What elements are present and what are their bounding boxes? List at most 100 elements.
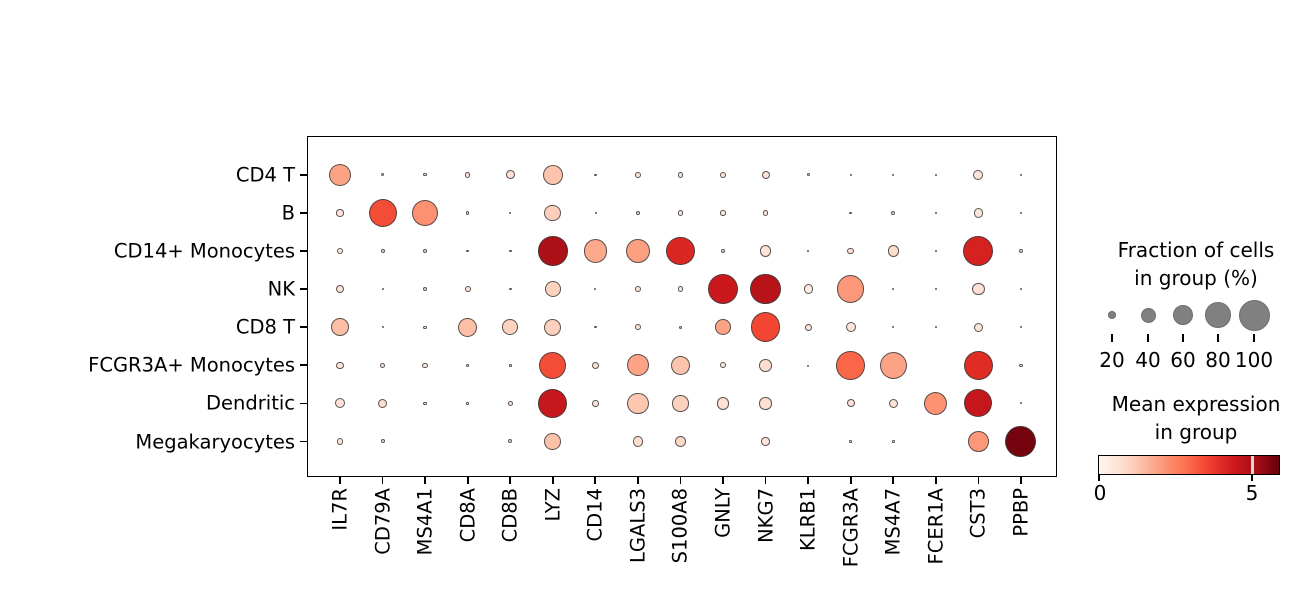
dot [672, 395, 689, 412]
dot [508, 249, 512, 253]
dot [845, 322, 856, 333]
dot [635, 210, 640, 215]
size-legend-dot [1108, 311, 1116, 319]
dot [423, 248, 428, 253]
size-legend-tick [1217, 334, 1219, 342]
x-axis-label: KLRB1 [796, 488, 820, 551]
dot [381, 288, 384, 291]
dot [331, 318, 349, 337]
dot [1019, 363, 1023, 367]
y-tick [300, 250, 307, 252]
x-axis-label: MS4A1 [413, 488, 437, 556]
dot [879, 351, 907, 379]
dot [377, 398, 388, 408]
dot [761, 437, 770, 446]
dot [849, 173, 852, 176]
x-tick [339, 477, 341, 484]
dot [538, 236, 568, 266]
size-legend-tick [1147, 334, 1149, 342]
dot [502, 319, 519, 336]
x-tick [637, 477, 639, 484]
x-axis-label: CST3 [966, 488, 990, 539]
x-axis-label: CD8A [456, 488, 480, 543]
dot [836, 350, 866, 380]
dot [466, 363, 470, 367]
y-tick [300, 364, 307, 367]
dot [807, 250, 810, 253]
x-tick [551, 477, 554, 484]
dot [675, 436, 686, 447]
dot [422, 286, 428, 292]
x-tick [934, 477, 937, 484]
size-legend-value: 60 [1170, 348, 1196, 372]
dot [1020, 326, 1023, 329]
dot [466, 402, 469, 405]
dot [1020, 212, 1023, 215]
dot [806, 173, 810, 177]
dot [963, 350, 994, 380]
dot [762, 210, 769, 216]
dot [505, 170, 515, 180]
dot [635, 286, 641, 292]
dot [887, 245, 899, 257]
dot [761, 170, 770, 179]
dot [635, 171, 641, 178]
dot [632, 436, 644, 447]
dot [508, 439, 513, 444]
dot [422, 362, 428, 369]
size-legend-title-line2: in group (%) [1134, 266, 1258, 290]
x-axis-label: PPBP [1009, 488, 1033, 537]
colorbar-tick-5 [1251, 475, 1253, 481]
colorbar-label-5: 5 [1245, 481, 1259, 505]
dot [592, 400, 599, 407]
dot [847, 247, 854, 255]
dot [891, 210, 896, 215]
x-axis-label: GNLY [711, 488, 735, 538]
color-legend-title-line2: in group [1154, 420, 1238, 444]
x-axis-label: CD14 [583, 488, 607, 542]
color-legend-title-line1: Mean expression [1111, 392, 1281, 416]
dot [715, 319, 731, 336]
dot [423, 325, 427, 329]
dot [634, 323, 642, 331]
x-tick [764, 477, 767, 484]
y-axis-label: CD4 T [235, 163, 295, 187]
dot [892, 440, 895, 443]
dot [412, 199, 439, 226]
x-tick [594, 477, 597, 484]
dot [538, 389, 568, 418]
dot [807, 364, 810, 367]
dot [1018, 248, 1024, 254]
dot [544, 433, 562, 450]
x-tick [892, 477, 895, 484]
dot [720, 362, 726, 369]
dot [594, 173, 597, 177]
dot [973, 322, 983, 332]
size-legend-dot [1140, 307, 1156, 323]
dot [594, 212, 597, 215]
size-legend-dot [1172, 304, 1194, 326]
dot [892, 173, 895, 176]
dot [935, 174, 938, 176]
dot [594, 288, 597, 291]
y-tick [300, 402, 307, 405]
dot [973, 169, 984, 180]
dot [507, 400, 513, 407]
x-tick [849, 477, 852, 484]
size-legend-value: 100 [1234, 348, 1274, 372]
y-axis-label: CD14+ Monocytes [113, 239, 295, 263]
dot [759, 397, 772, 410]
dot [750, 312, 781, 342]
dot [934, 250, 937, 253]
dot [625, 239, 650, 263]
dot [849, 440, 852, 443]
dot [963, 236, 994, 266]
x-axis-label: NKG7 [754, 488, 778, 543]
x-tick [1020, 477, 1022, 484]
dot [803, 284, 813, 294]
x-axis-label: FCGR3A [839, 488, 863, 568]
dot [759, 245, 772, 257]
dot [892, 288, 895, 291]
y-axis-label: Megakaryocytes [135, 430, 295, 453]
